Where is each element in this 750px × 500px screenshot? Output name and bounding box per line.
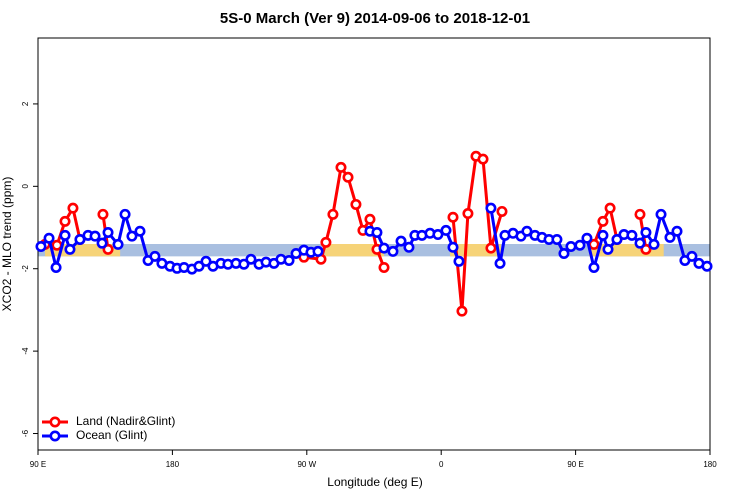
data-point xyxy=(238,258,250,270)
chart-title: 5S-0 March (Ver 9) 2014-09-06 to 2018-12… xyxy=(220,10,530,27)
data-point xyxy=(378,242,390,254)
data-point xyxy=(395,235,407,247)
data-point xyxy=(35,240,47,252)
data-point xyxy=(565,240,577,252)
data-point xyxy=(43,232,55,244)
data-point xyxy=(403,241,415,253)
data-point xyxy=(283,254,295,266)
data-point xyxy=(432,229,444,241)
data-point xyxy=(521,225,533,237)
y-tick-label: 0 xyxy=(21,184,30,189)
data-point xyxy=(626,229,638,241)
data-point xyxy=(364,213,376,225)
data-point xyxy=(648,238,660,250)
data-point xyxy=(456,305,468,317)
data-point xyxy=(604,202,616,214)
data-point xyxy=(96,237,108,249)
x-tick-label: 0 xyxy=(439,460,444,469)
data-point xyxy=(581,232,593,244)
legend-label: Land (Nadir&Glint) xyxy=(76,414,175,428)
data-point xyxy=(378,261,390,273)
y-tick-label: -6 xyxy=(21,429,30,437)
data-point xyxy=(485,242,497,254)
y-axis-label: XCO2 - MLO trend (ppm) xyxy=(0,177,14,312)
data-point xyxy=(245,253,257,265)
data-point xyxy=(134,225,146,237)
data-point xyxy=(634,237,646,249)
data-point xyxy=(485,202,497,214)
data-point xyxy=(387,245,399,257)
data-point xyxy=(462,208,474,220)
data-point xyxy=(634,208,646,220)
data-point xyxy=(327,208,339,220)
x-tick-label: 90 E xyxy=(567,460,583,469)
data-point xyxy=(686,250,698,262)
data-point xyxy=(59,229,71,241)
data-point xyxy=(453,255,465,267)
y-tick-label: -2 xyxy=(21,265,30,273)
data-point xyxy=(551,233,563,245)
data-point xyxy=(655,208,667,220)
data-point xyxy=(640,226,652,238)
legend-marker xyxy=(49,416,61,428)
y-tick-label: 2 xyxy=(21,101,30,106)
data-point xyxy=(494,257,506,269)
y-tick-label: -4 xyxy=(21,347,30,355)
data-point xyxy=(701,260,713,272)
data-point xyxy=(102,226,114,238)
data-point xyxy=(496,205,508,217)
x-axis-label: Longitude (deg E) xyxy=(327,475,422,489)
data-point xyxy=(371,226,383,238)
data-point xyxy=(64,243,76,255)
data-point xyxy=(67,202,79,214)
data-point xyxy=(350,198,362,210)
data-point xyxy=(342,171,354,183)
data-point xyxy=(640,243,652,255)
data-point xyxy=(89,230,101,242)
data-point xyxy=(126,230,138,242)
x-tick-label: 180 xyxy=(703,460,717,469)
data-point xyxy=(102,243,114,255)
data-point xyxy=(440,224,452,236)
data-point xyxy=(558,247,570,259)
data-point xyxy=(602,243,614,255)
data-point xyxy=(50,261,62,273)
data-point xyxy=(312,245,324,257)
data-point xyxy=(597,229,609,241)
data-point xyxy=(112,238,124,250)
data-point xyxy=(588,261,600,273)
data-point xyxy=(97,208,109,220)
data-point xyxy=(447,211,459,223)
data-point xyxy=(597,215,609,227)
data-point xyxy=(119,208,131,220)
legend-marker xyxy=(49,430,61,442)
data-point xyxy=(447,241,459,253)
data-point xyxy=(477,153,489,165)
x-tick-label: 180 xyxy=(166,460,180,469)
data-point xyxy=(611,233,623,245)
data-point xyxy=(320,236,332,248)
data-point xyxy=(149,250,161,262)
data-point xyxy=(200,255,212,267)
legend-label: Ocean (Glint) xyxy=(76,428,147,442)
data-point xyxy=(664,231,676,243)
x-tick-label: 90 E xyxy=(30,460,46,469)
data-point xyxy=(193,260,205,272)
data-point xyxy=(59,215,71,227)
data-point xyxy=(74,233,86,245)
x-tick-label: 90 W xyxy=(297,460,316,469)
land-band xyxy=(324,244,385,257)
data-point xyxy=(574,239,586,251)
data-point xyxy=(335,161,347,173)
data-point xyxy=(671,225,683,237)
